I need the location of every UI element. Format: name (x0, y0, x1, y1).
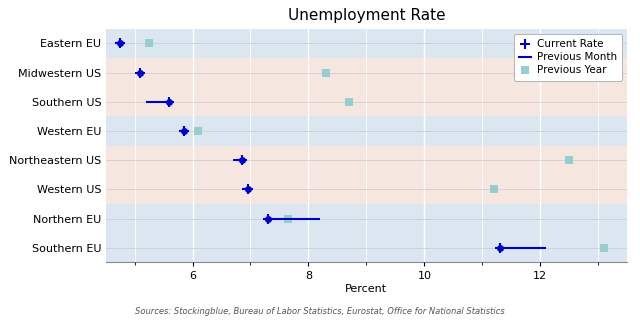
Bar (106, 204, 627, 233)
Bar (106, 87, 627, 116)
Bar (106, 29, 627, 58)
Bar (106, 58, 627, 87)
Bar (106, 233, 627, 262)
Legend: Current Rate, Previous Month, Previous Year: Current Rate, Previous Month, Previous Y… (514, 34, 622, 81)
Text: Sources: Stockingblue, Bureau of Labor Statistics, Eurostat, Office for National: Sources: Stockingblue, Bureau of Labor S… (135, 307, 505, 316)
X-axis label: Percent: Percent (346, 284, 387, 294)
Bar (106, 175, 627, 204)
Title: Unemployment Rate: Unemployment Rate (287, 8, 445, 23)
Bar (106, 116, 627, 146)
Bar (106, 146, 627, 175)
